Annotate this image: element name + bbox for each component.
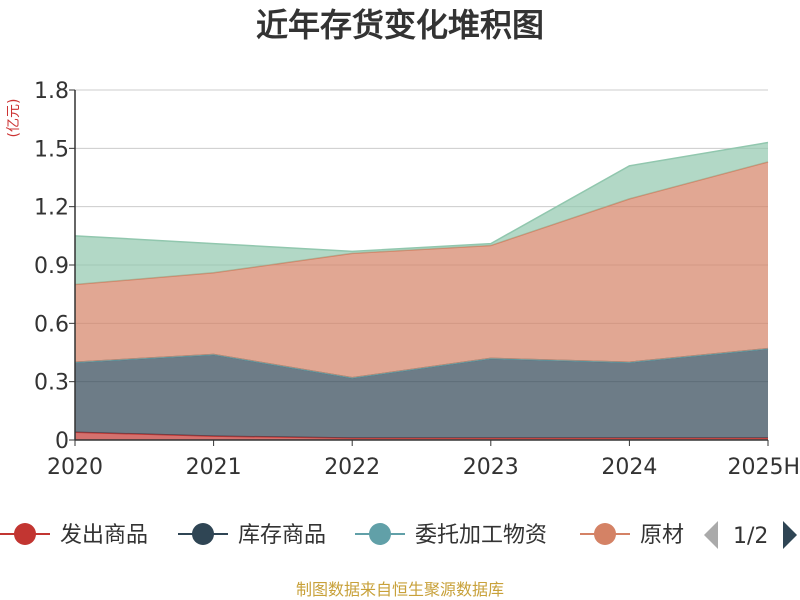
x-tick-label: 2021 [186,455,242,480]
y-tick-label: 1.2 [34,196,69,221]
legend-label: 库存商品 [238,523,326,548]
legend-item[interactable]: 库存商品 [178,523,326,548]
y-tick-label: 0.9 [34,254,69,279]
legend-marker-icon [192,523,214,545]
legend-page-indicator: 1/2 [733,524,768,549]
x-tick-label: 2025H [727,455,800,480]
legend-label: 委托加工物资 [415,523,547,548]
axes [74,90,769,446]
y-tick-label: 0.6 [34,312,69,337]
area-series [74,141,769,440]
y-tick-labels: 0 0.3 0.6 0.9 1.2 1.5 1.8 [34,79,69,454]
y-tick-label: 0.3 [34,371,69,396]
y-tick-label: 0 [55,429,69,454]
y-axis-unit: (亿元) [6,99,22,138]
legend-item[interactable]: 发出商品 [0,523,148,548]
y-tick-label: 1.5 [34,137,69,162]
data-source-note: 制图数据来自恒生聚源数据库 [296,580,504,599]
legend-next-page-icon[interactable] [783,521,797,549]
legend-label: 发出商品 [60,523,148,548]
x-tick-label: 2024 [601,455,657,480]
y-tick-label: 1.8 [34,79,69,104]
chart-title: 近年存货变化堆积图 [256,6,544,44]
legend-marker-icon [594,523,616,545]
series-line-4 [74,141,769,253]
legend-prev-page-icon[interactable] [704,521,718,549]
legend-item[interactable]: 原材 [580,523,684,548]
legend-item[interactable]: 委托加工物资 [355,523,547,548]
legend-marker-icon [14,523,36,545]
x-tick-label: 2023 [463,455,519,480]
legend-pager: 1/2 [704,521,797,549]
legend-marker-icon [369,523,391,545]
legend: 发出商品 库存商品 委托加工物资 原材 [0,523,684,548]
legend-label: 原材 [640,523,684,548]
area-series-1 [75,348,768,439]
x-tick-labels: 2020 2021 2022 2023 2024 2025H [47,455,800,480]
x-tick-label: 2022 [324,455,380,480]
area-series-3 [75,161,768,378]
x-tick-label: 2020 [47,455,103,480]
area-series-4 [75,142,768,285]
